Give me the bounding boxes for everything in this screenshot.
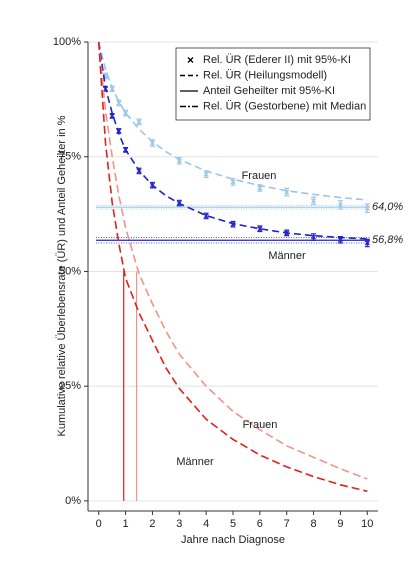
y-tick-label: 50% bbox=[59, 265, 81, 277]
point bbox=[176, 200, 182, 206]
deceased-line bbox=[97, 41, 368, 493]
y-axis-label: Kumulative relative Überlebensrate (ÜR) … bbox=[56, 115, 68, 436]
point bbox=[149, 140, 155, 146]
point bbox=[337, 237, 343, 243]
model-line bbox=[97, 41, 368, 240]
curve-label: Frauen bbox=[242, 170, 277, 182]
point bbox=[257, 185, 263, 191]
cured-label: 56,8% bbox=[372, 234, 403, 246]
x-axis-label: Jahre nach Diagnose bbox=[181, 534, 285, 546]
curve-label: Frauen bbox=[243, 419, 278, 431]
x-tick-label: 1 bbox=[123, 518, 129, 530]
x-tick-label: 6 bbox=[257, 518, 263, 530]
y-tick-label: 100% bbox=[53, 36, 81, 48]
point bbox=[230, 179, 236, 185]
legend-label: Rel. ÜR (Heilungsmodell) bbox=[203, 69, 327, 81]
point bbox=[311, 234, 317, 240]
point bbox=[176, 158, 182, 164]
legend-label: Rel. ÜR (Gestorbene) mit Median bbox=[203, 100, 366, 112]
point bbox=[311, 198, 317, 204]
point bbox=[337, 202, 343, 208]
y-tick-label: 75% bbox=[59, 151, 81, 163]
legend-box bbox=[175, 47, 371, 121]
point bbox=[136, 119, 142, 125]
point bbox=[203, 171, 209, 177]
curve-label: Männer bbox=[268, 250, 306, 262]
x-tick-label: 10 bbox=[361, 518, 373, 530]
point bbox=[364, 205, 370, 211]
legend-symbol bbox=[187, 57, 194, 63]
point bbox=[149, 182, 155, 188]
point bbox=[123, 147, 129, 153]
point bbox=[109, 113, 115, 119]
point bbox=[123, 110, 129, 116]
point bbox=[116, 100, 122, 106]
x-tick-label: 0 bbox=[96, 518, 102, 530]
legend-label: Rel. ÜR (Ederer II) mit 95%-KI bbox=[203, 54, 351, 66]
point bbox=[109, 86, 115, 92]
x-tick-label: 7 bbox=[284, 518, 290, 530]
point bbox=[203, 213, 209, 219]
y-tick-label: 0% bbox=[65, 495, 81, 507]
x-tick-label: 3 bbox=[176, 518, 182, 530]
point bbox=[257, 226, 263, 232]
x-tick-label: 9 bbox=[337, 518, 343, 530]
point bbox=[116, 128, 122, 134]
curve-label: Männer bbox=[176, 456, 214, 468]
x-tick-label: 2 bbox=[149, 518, 155, 530]
y-tick-label: 25% bbox=[59, 380, 81, 392]
cured-label: 64,0% bbox=[372, 201, 403, 213]
x-tick-label: 5 bbox=[230, 518, 236, 530]
point bbox=[284, 189, 290, 195]
legend-label: Anteil Geheilter mit 95%-KI bbox=[203, 85, 335, 97]
x-tick-label: 8 bbox=[310, 518, 316, 530]
point bbox=[364, 240, 370, 246]
model-line bbox=[97, 41, 368, 201]
deceased-line bbox=[97, 41, 368, 480]
point bbox=[136, 168, 142, 174]
x-tick-label: 4 bbox=[203, 518, 209, 530]
point bbox=[230, 221, 236, 227]
point bbox=[284, 230, 290, 236]
